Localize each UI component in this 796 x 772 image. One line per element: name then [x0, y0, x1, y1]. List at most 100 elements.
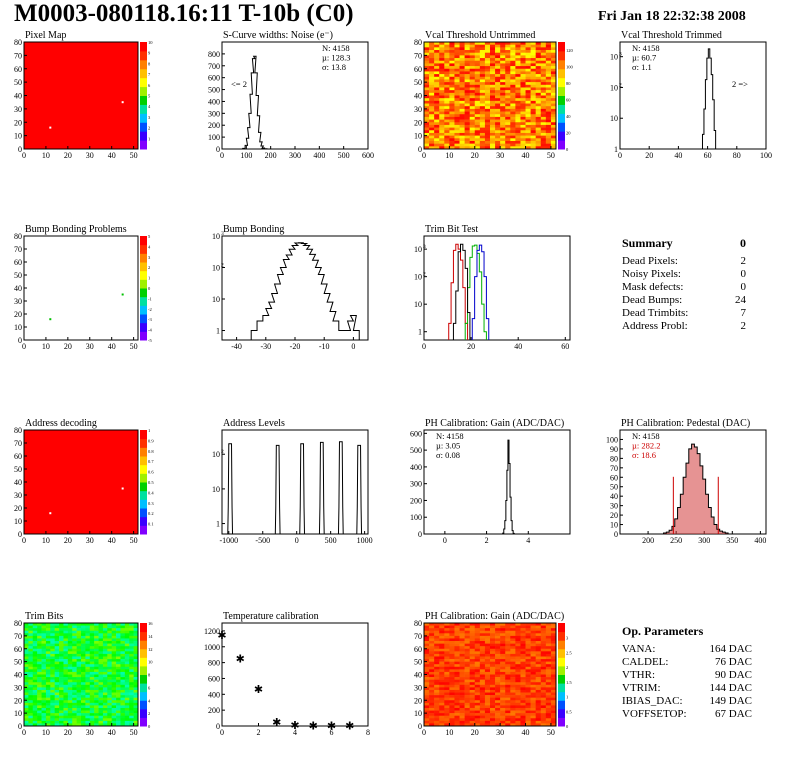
heatmap-cell: [464, 132, 470, 136]
heatmap-cell: [459, 124, 465, 128]
heatmap-cell: [474, 58, 481, 62]
heatmap-cell: [495, 108, 501, 112]
heatmap-cell: [520, 68, 526, 72]
heatmap-cell: [545, 114, 552, 118]
heatmap-cell: [444, 671, 450, 675]
heatmap-cell: [550, 710, 557, 714]
heatmap-cell: [102, 705, 108, 709]
heatmap-cell: [434, 671, 440, 675]
y-tick-label: 40: [14, 478, 22, 487]
heatmap-cell: [545, 682, 552, 686]
heatmap-cell: [444, 55, 450, 59]
heatmap-cell: [45, 628, 51, 632]
heatmap-cell: [72, 679, 77, 683]
heatmap-cell: [94, 677, 99, 680]
heatmap-cell: [479, 684, 486, 688]
palette-segment: [140, 262, 147, 272]
heatmap-cell: [490, 58, 496, 62]
heatmap-cell: [459, 106, 465, 110]
heatmap-cell: [520, 138, 526, 142]
heatmap-cell: [469, 625, 476, 629]
heatmap-cell: [454, 661, 460, 665]
heatmap-cell: [28, 623, 34, 626]
heatmap-cell: [129, 628, 134, 632]
heatmap-cell: [89, 677, 95, 680]
heatmap-cell: [439, 82, 445, 86]
heatmap-cell: [469, 130, 476, 134]
heatmap-cell: [474, 140, 481, 144]
heatmap-cell: [98, 682, 104, 686]
heatmap-cell: [94, 692, 99, 696]
heatmap-cell: [510, 143, 516, 147]
heatmap-cell: [500, 689, 506, 693]
heatmap-cell: [535, 66, 542, 70]
heatmap-cell: [102, 656, 108, 660]
heatmap-cell: [479, 646, 486, 650]
heatmap-cell: [107, 679, 112, 683]
heatmap-cell: [510, 718, 516, 722]
heatmap-cell: [469, 633, 476, 637]
heatmap-cell: [505, 74, 511, 78]
x-tick-label: 50: [130, 536, 138, 545]
palette-tick-label: 0.8: [148, 449, 154, 454]
heatmap-cell: [484, 702, 491, 706]
heatmap-cell: [469, 623, 476, 626]
heatmap-cell: [505, 71, 511, 75]
heatmap-cell: [124, 653, 130, 657]
heatmap-cell: [67, 674, 73, 678]
heatmap-cell: [24, 682, 29, 686]
heatmap-cell: [469, 74, 476, 78]
heatmap-cell: [505, 643, 511, 647]
heatmap-cell: [535, 84, 542, 88]
heatmap-cell: [45, 641, 51, 644]
heatmap-cell: [484, 111, 491, 115]
x-tick-label: 40: [674, 151, 682, 160]
heatmap-cell: [107, 713, 112, 716]
heatmap-cell: [107, 659, 112, 662]
palette-tick-label: 20: [566, 131, 571, 136]
heatmap-cell: [37, 682, 42, 686]
heatmap-cell: [520, 702, 526, 706]
heatmap-cell: [449, 132, 455, 136]
heatmap-cell: [484, 58, 491, 62]
palette-tick-label: 0.2: [148, 511, 154, 516]
heatmap-cell: [45, 674, 51, 678]
heatmap-cell: [469, 79, 476, 83]
heatmap-cell: [116, 697, 121, 701]
heatmap-cell: [530, 42, 536, 45]
heatmap-cell: [429, 116, 435, 120]
palette-tick-label: 16: [148, 621, 153, 626]
heatmap-cell: [515, 87, 521, 91]
heatmap-cell: [540, 103, 547, 107]
heatmap-cell: [120, 635, 126, 639]
palette-segment: [558, 95, 565, 105]
heatmap-cell: [429, 42, 435, 45]
heatmap-cell: [459, 84, 465, 88]
heatmap-cell: [81, 648, 86, 652]
heatmap-cell: [37, 674, 42, 678]
heatmap-cell: [124, 656, 130, 660]
heatmap-cell: [479, 633, 486, 637]
heatmap-cell: [59, 638, 64, 642]
heatmap-cell: [439, 695, 445, 698]
heatmap-cell: [490, 87, 496, 91]
heatmap-cell: [484, 92, 491, 96]
heatmap-cell: [540, 116, 547, 120]
heatmap-cell: [98, 628, 104, 632]
heatmap-cell: [495, 47, 501, 51]
heatmap-cell: [464, 84, 470, 88]
heatmap-cell: [434, 90, 440, 94]
heatmap-cell: [540, 625, 547, 629]
heatmap-cell: [525, 52, 531, 56]
heatmap-cell: [495, 666, 501, 670]
heatmap-cell: [535, 52, 542, 56]
heatmap-cell: [525, 648, 531, 652]
palette-tick-label: 0: [566, 724, 569, 729]
heatmap-cell: [500, 68, 506, 72]
heatmap-cell: [133, 656, 139, 660]
heatmap-cell: [63, 677, 69, 680]
heatmap-cell: [515, 79, 521, 83]
scatter-point: ✱: [345, 721, 354, 733]
x-tick-label: 600: [362, 151, 374, 160]
heatmap-cell: [535, 114, 542, 118]
